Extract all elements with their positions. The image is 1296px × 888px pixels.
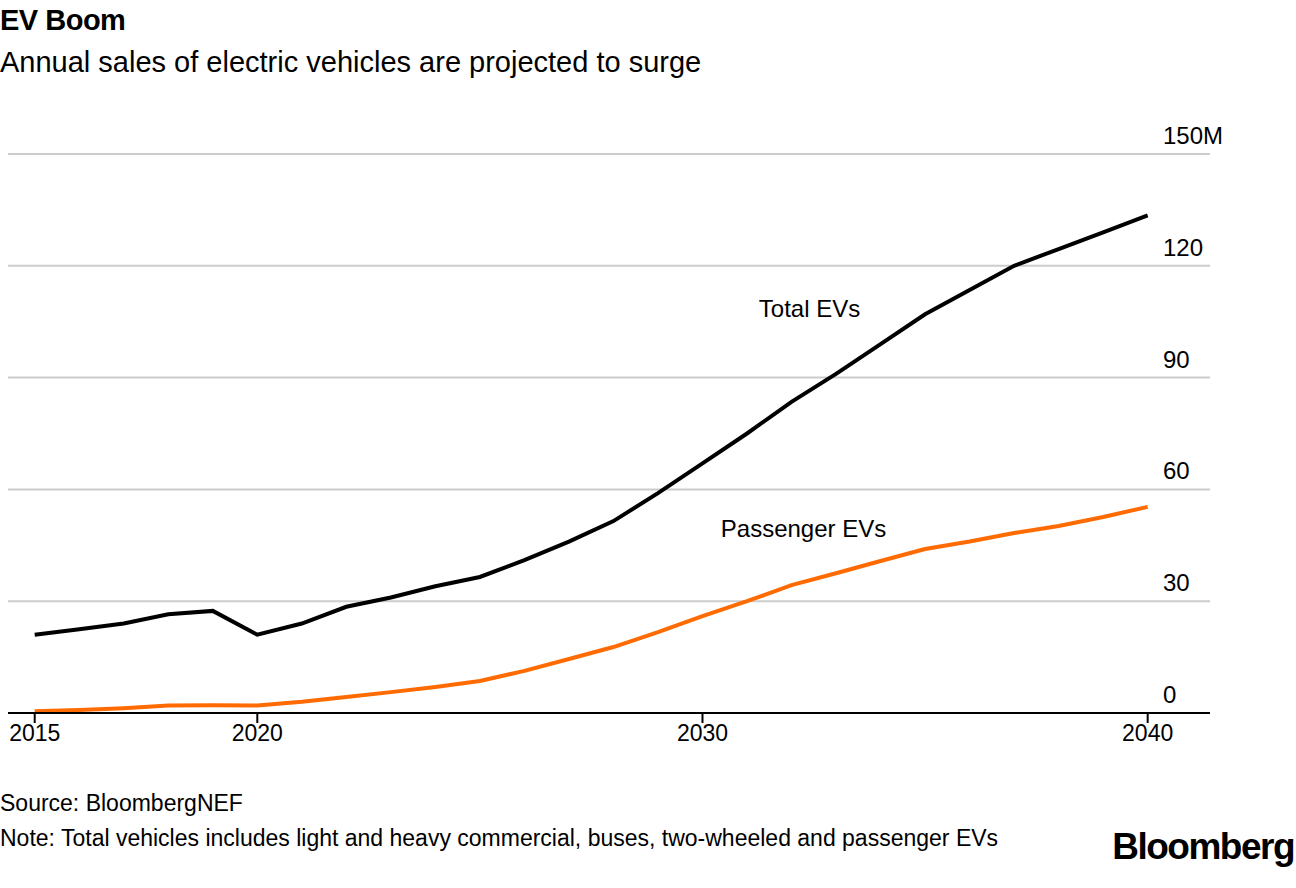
- svg-text:Total EVs: Total EVs: [759, 295, 860, 322]
- html-text:Note: Total vehicles includes: Note: Total vehicles includes light and …: [0, 825, 999, 851]
- svg-text:0: 0: [1163, 681, 1176, 708]
- html-text:Source: BloombergNEF: Source: BloombergNEF: [0, 790, 243, 816]
- svg-text:2020: 2020: [232, 720, 283, 746]
- svg-text:120: 120: [1163, 234, 1203, 261]
- svg-text:60: 60: [1163, 457, 1190, 484]
- svg-text:2015: 2015: [9, 720, 60, 746]
- svg-text:2040: 2040: [1122, 720, 1173, 746]
- svg-text:90: 90: [1163, 346, 1190, 373]
- svg-text:150M: 150M: [1163, 122, 1223, 149]
- svg-text:2030: 2030: [677, 720, 728, 746]
- html-text:Annual sales of electric vehic: Annual sales of electric vehicles are pr…: [0, 46, 702, 78]
- svg-text:Passenger EVs: Passenger EVs: [721, 515, 886, 542]
- html-text:EV Boom: EV Boom: [0, 4, 126, 36]
- html-text:Bloomberg: Bloomberg: [1112, 826, 1294, 867]
- svg-text:30: 30: [1163, 569, 1190, 596]
